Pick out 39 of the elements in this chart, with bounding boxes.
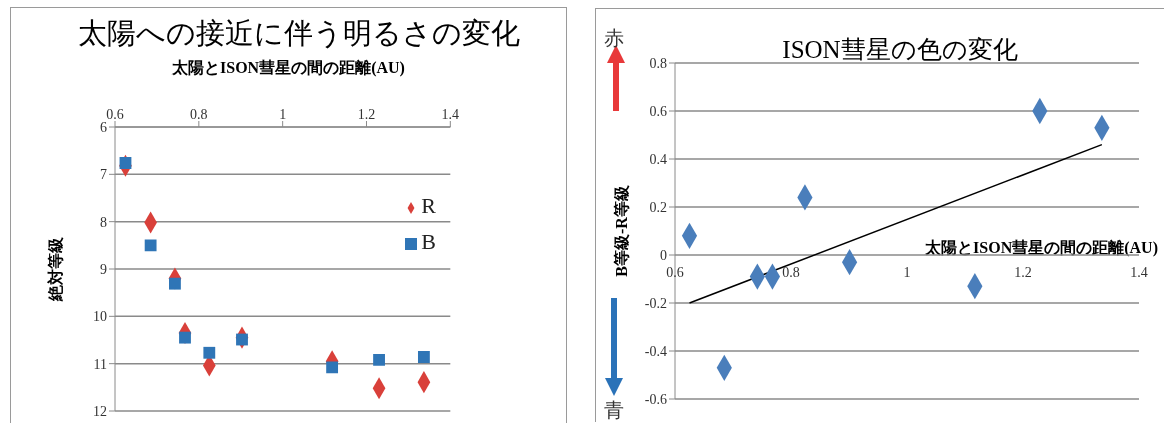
chart-title: 太陽への接近に伴う明るさの変化 [76,16,521,51]
y-tick-label: 0.4 [649,151,667,167]
x-tick-label: 1.2 [1014,265,1032,280]
x-tick-label: 0.8 [782,265,800,280]
y-tick-label: 6 [100,119,107,135]
y-tick-label: 11 [93,356,107,372]
point [326,361,339,374]
y-tick-label: 8 [100,214,107,230]
x-axis-title: 太陽とISON彗星の間の距離(AU) [171,58,406,79]
x-tick-label: 1.2 [357,107,376,122]
point [203,346,216,359]
point [119,157,132,169]
x-tick-label: 1.4 [441,107,460,122]
y-tick-label: 12 [93,403,107,419]
y-tick-label: 7 [100,167,107,183]
text: 赤 [604,26,624,51]
point [144,239,157,252]
legend-label: R [421,193,436,218]
y-tick-label: -0.2 [644,295,667,311]
y-tick-label: 0.8 [649,55,667,71]
point [417,351,430,363]
y-tick-label: 9 [100,261,107,277]
chart-title: ISON彗星の色の変化 [782,36,1018,63]
y-axis-title: B等級-R等級 [612,184,630,277]
y-tick-label: 0.2 [649,199,667,215]
x-tick-label: 0.6 [666,265,684,280]
x-tick-label: 1.4 [1130,265,1148,280]
x-tick-label: 1 [279,107,287,122]
legend-label: B [421,229,436,254]
text: 青 [604,398,624,423]
y-tick-label: 0 [660,247,667,263]
x-axis-title: 太陽とISON彗星の間の距離(AU) [925,238,1158,259]
point [373,353,385,366]
y-tick-label: 10 [93,309,107,325]
x-tick-label: 0.8 [190,107,208,122]
y-tick-label: -0.6 [644,391,667,407]
y-axis-title: 絶対等級 [45,236,64,302]
x-tick-label: 1 [903,265,911,280]
y-tick-label: -0.4 [644,343,667,359]
